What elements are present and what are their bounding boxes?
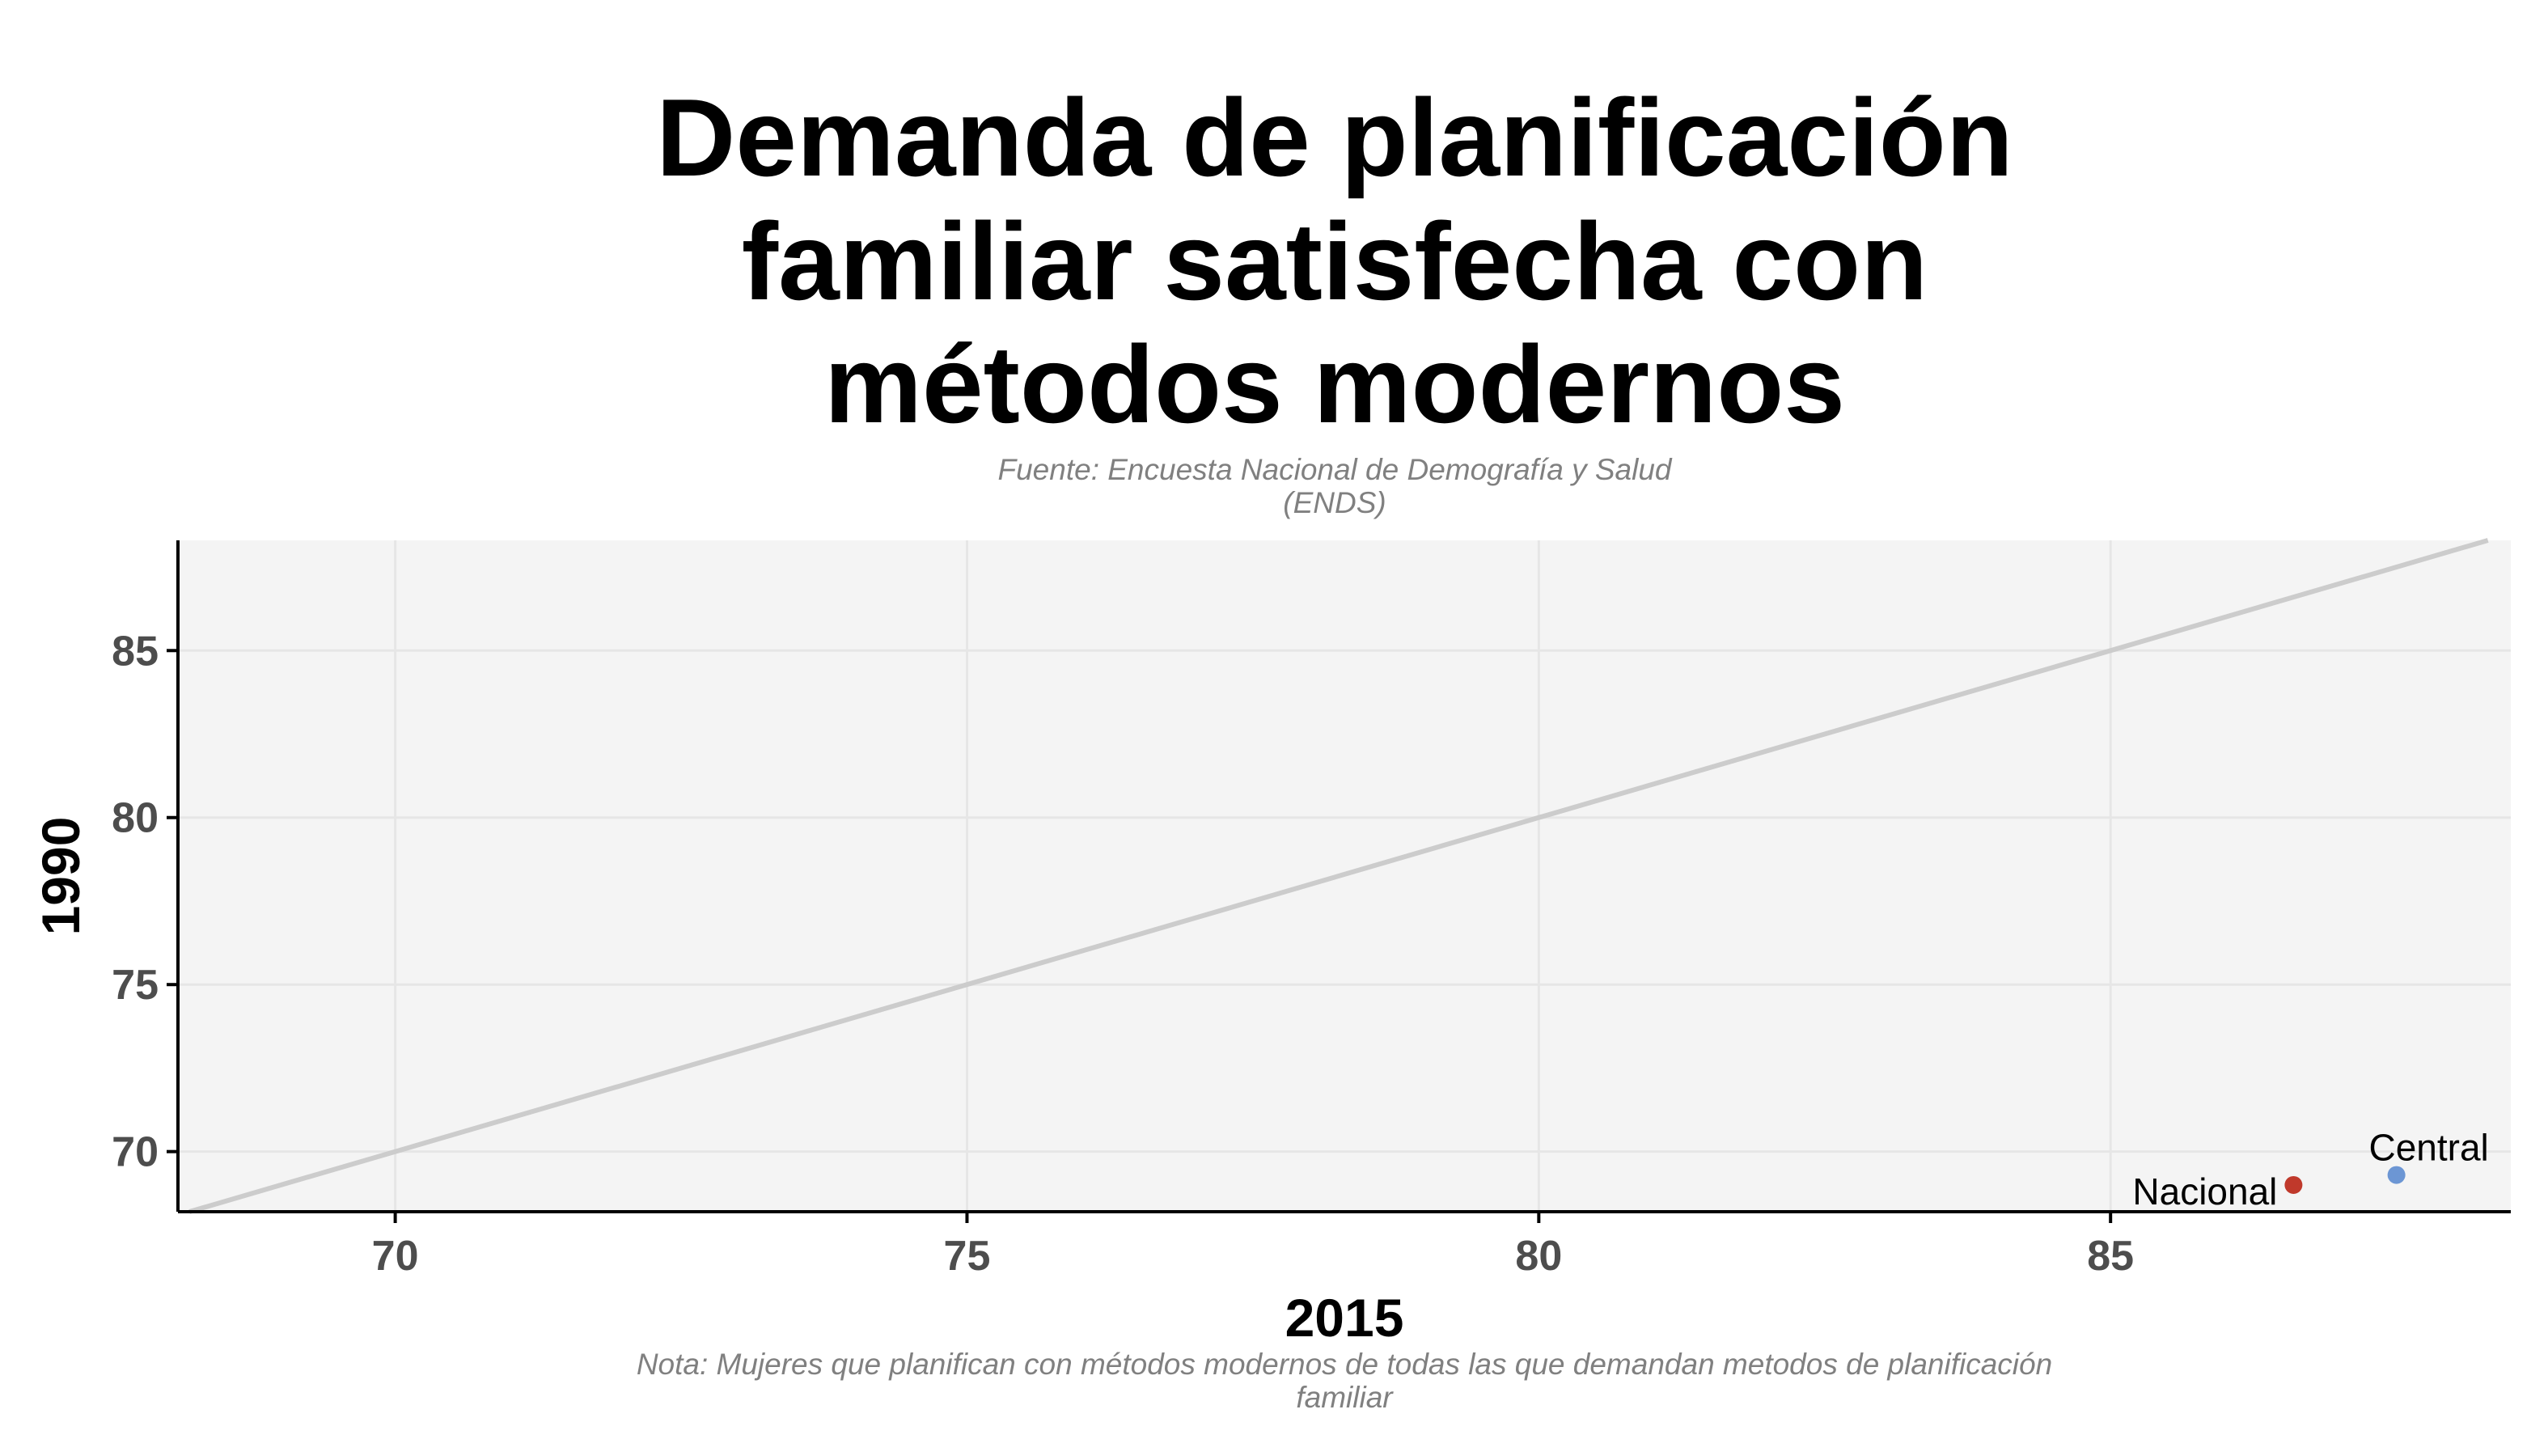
y-tick-label-0: 70	[112, 1129, 159, 1176]
x-axis-ticks: 70 75 80 85	[372, 1212, 2134, 1280]
y-tick-label-3: 85	[112, 628, 159, 675]
reference-line	[188, 538, 2489, 1214]
chart-caption-line-1: Nota: Mujeres que planifican con métodos…	[637, 1348, 2052, 1381]
chart-caption: Nota: Mujeres que planifican con métodos…	[637, 1348, 2052, 1414]
x-tick-label-0: 70	[372, 1233, 419, 1280]
chart-title-line-2: familiar satisfecha con	[742, 200, 1928, 323]
grid-lines	[178, 540, 2511, 1212]
x-axis-title: 2015	[1285, 1288, 1404, 1348]
y-axis-ticks: 70 75 80 85	[112, 628, 178, 1176]
chart-title: Demanda de planificación familiar satisf…	[656, 76, 2013, 446]
point-label-central: Central	[2368, 1127, 2488, 1169]
point-label-nacional: Nacional	[2132, 1170, 2277, 1213]
data-points: Nacional Central	[2132, 1127, 2488, 1213]
x-tick-label-3: 85	[2087, 1233, 2134, 1280]
y-tick-label-2: 80	[112, 795, 159, 842]
y-tick-label-1: 75	[112, 962, 159, 1009]
chart-subtitle-line-1: Fuente: Encuesta Nacional de Demografía …	[998, 453, 1673, 486]
point-nacional	[2284, 1175, 2303, 1194]
point-central	[2387, 1166, 2406, 1184]
chart-title-line-3: métodos modernos	[824, 323, 1845, 446]
chart-caption-line-2: familiar	[1296, 1381, 1394, 1414]
chart-subtitle: Fuente: Encuesta Nacional de Demografía …	[998, 453, 1673, 519]
x-tick-label-1: 75	[944, 1233, 991, 1280]
x-tick-label-2: 80	[1515, 1233, 1562, 1280]
y-axis-title: 1990	[31, 817, 91, 936]
chart-subtitle-line-2: (ENDS)	[1283, 486, 1386, 519]
chart-title-line-1: Demanda de planificación	[656, 76, 2013, 199]
